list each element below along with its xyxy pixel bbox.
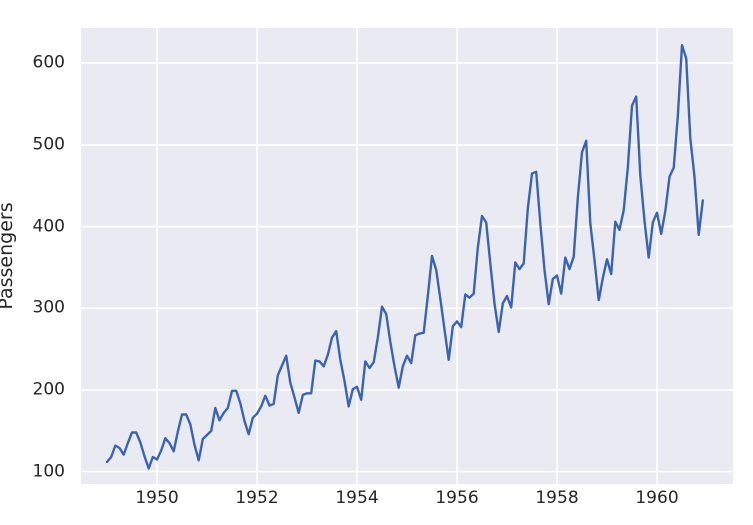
y-tick-label: 500 bbox=[32, 134, 65, 155]
y-tick-label: 600 bbox=[32, 52, 65, 73]
line-chart-svg bbox=[81, 28, 733, 484]
x-tick-label: 1950 bbox=[135, 488, 179, 508]
gridlines bbox=[81, 28, 733, 484]
series-lines bbox=[105, 44, 704, 470]
plot-area bbox=[81, 28, 733, 484]
x-tick-label: 1952 bbox=[235, 488, 279, 508]
x-tick-label: 1958 bbox=[535, 488, 579, 508]
series-line-passengers bbox=[105, 44, 704, 470]
x-tick-label: 1954 bbox=[335, 488, 379, 508]
x-tick-label: 1956 bbox=[435, 488, 479, 508]
y-tick-label: 200 bbox=[32, 379, 65, 400]
y-tick-label: 100 bbox=[32, 461, 65, 482]
y-tick-label: 400 bbox=[32, 216, 65, 237]
x-tick-label: 1960 bbox=[635, 488, 679, 508]
y-tick-label: 300 bbox=[32, 297, 65, 318]
